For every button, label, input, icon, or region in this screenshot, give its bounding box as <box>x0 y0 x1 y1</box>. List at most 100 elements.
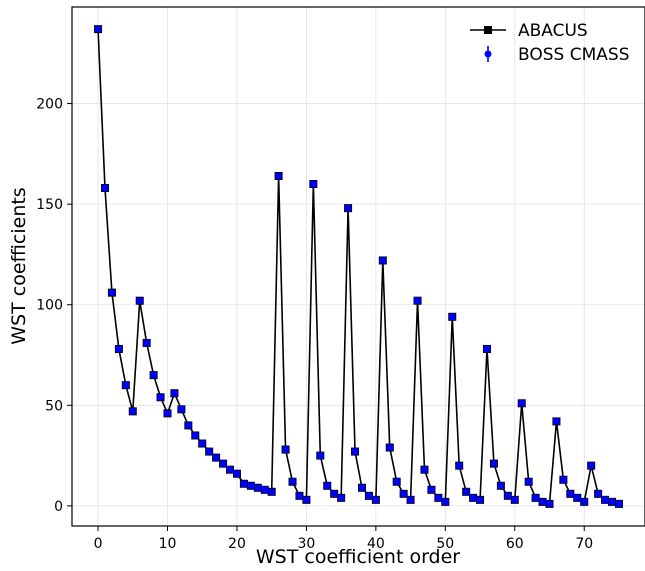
plot-frame <box>71 6 645 527</box>
boss-cmass-point <box>615 500 623 508</box>
boss-cmass-point <box>601 496 609 504</box>
boss-cmass-point <box>282 446 289 453</box>
boss-cmass-point <box>178 406 185 413</box>
boss-cmass-point <box>303 496 310 504</box>
boss-cmass-point <box>365 492 373 500</box>
legend-entry-abacus: ABACUS <box>470 21 588 41</box>
x-tick-label: 20 <box>228 536 246 552</box>
legend-boss-marker <box>484 50 492 58</box>
boss-cmass-point <box>212 454 220 461</box>
boss-cmass-point <box>199 440 206 447</box>
boss-cmass-point <box>587 462 595 469</box>
boss-cmass-point <box>226 466 234 473</box>
boss-cmass-point <box>143 339 150 347</box>
boss-cmass-point <box>435 494 442 502</box>
boss-cmass-point <box>289 478 296 485</box>
boss-cmass-point <box>393 478 400 485</box>
boss-cmass-point <box>254 484 261 491</box>
boss-cmass-point <box>164 410 171 417</box>
boss-cmass-point <box>539 498 546 506</box>
boss-cmass-point <box>136 297 143 304</box>
y-tick-label: 50 <box>45 398 63 414</box>
boss-cmass-point <box>449 313 456 320</box>
x-tick-label: 10 <box>159 536 177 552</box>
legend-entry-boss-cmass: BOSS CMASS <box>484 45 629 65</box>
boss-cmass-point <box>337 494 345 502</box>
x-tick-label: 0 <box>94 536 103 552</box>
boss-cmass-point <box>608 498 616 506</box>
abacus-line <box>97 29 620 505</box>
boss-cmass-point <box>205 448 213 455</box>
boss-cmass-point <box>407 496 414 504</box>
boss-cmass-point <box>150 371 157 379</box>
boss-cmass-point <box>476 496 484 504</box>
boss-cmass-point <box>442 498 449 506</box>
boss-cmass-point <box>379 257 387 264</box>
tick-layer: 0 10 20 30 40 50 60 70 0 50 100 150 200 <box>36 97 593 552</box>
boss-cmass-point <box>400 490 407 498</box>
boss-cmass-point <box>462 488 470 496</box>
boss-cmass-point <box>456 462 463 469</box>
boss-cmass-point <box>240 480 248 487</box>
series-layer <box>94 25 623 508</box>
boss-cmass-point <box>490 460 498 467</box>
boss-cmass-point <box>483 345 491 353</box>
boss-cmass-point <box>525 478 532 485</box>
y-axis-label: WST coefficients <box>8 187 30 344</box>
x-tick-label: 60 <box>506 536 524 552</box>
boss-cmass-point <box>261 486 268 493</box>
boss-cmass-point <box>296 492 303 500</box>
boss-cmass-point <box>546 500 553 508</box>
boss-cmass-point <box>386 444 393 451</box>
boss-cmass-point <box>497 482 505 489</box>
boss-cmass-point <box>247 482 255 489</box>
boss-cmass-point <box>171 390 178 397</box>
y-tick-label: 100 <box>36 298 63 314</box>
boss-cmass-point <box>560 476 567 483</box>
boss-cmass-point <box>421 466 428 473</box>
y-tick-label: 150 <box>36 197 63 213</box>
boss-cmass-point <box>129 408 136 415</box>
x-axis-label: WST coefficient order <box>256 546 460 568</box>
boss-cmass-point <box>469 494 477 502</box>
x-tick-label: 30 <box>297 536 315 552</box>
boss-cmass-point <box>101 184 109 192</box>
legend-abacus-marker <box>484 26 492 34</box>
boss-cmass-point <box>372 496 380 504</box>
boss-cmass-point <box>504 492 512 500</box>
boss-cmass-point <box>233 470 241 477</box>
boss-cmass-point <box>108 289 116 296</box>
legend: ABACUS BOSS CMASS <box>470 21 629 65</box>
boss-cmass-point <box>414 297 421 304</box>
boss-cmass-point <box>532 494 539 502</box>
boss-cmass-point <box>358 484 366 491</box>
boss-cmass-point <box>581 498 588 506</box>
x-tick-label: 40 <box>367 536 385 552</box>
boss-cmass-point <box>122 381 130 389</box>
boss-cmass-point <box>511 496 518 504</box>
boss-cmass-point <box>351 448 359 455</box>
y-tick-label: 0 <box>54 499 63 515</box>
boss-cmass-point <box>268 488 275 496</box>
legend-abacus-label: ABACUS <box>518 21 588 41</box>
boss-cmass-point <box>185 422 192 429</box>
boss-cmass-point <box>344 204 352 212</box>
grid-layer <box>72 7 645 526</box>
boss-cmass-point <box>94 25 102 33</box>
x-tick-label: 70 <box>575 536 593 552</box>
boss-cmass-point <box>275 172 282 180</box>
boss-cmass-point <box>518 400 525 407</box>
boss-cmass-point <box>310 180 317 188</box>
boss-cmass-point <box>115 345 123 353</box>
legend-boss-label: BOSS CMASS <box>518 45 629 65</box>
boss-cmass-point <box>324 482 331 489</box>
boss-cmass-point <box>330 490 338 498</box>
boss-cmass-point <box>219 460 227 467</box>
boss-cmass-point <box>553 418 560 425</box>
y-tick-label: 200 <box>36 97 63 113</box>
boss-cmass-point <box>567 490 574 498</box>
boss-cmass-point <box>574 494 581 502</box>
